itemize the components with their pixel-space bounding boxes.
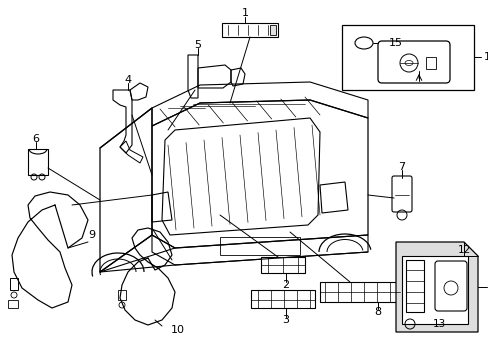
Bar <box>401 256 467 324</box>
Bar <box>28 149 48 175</box>
Bar <box>269 25 275 35</box>
Text: 10: 10 <box>171 325 184 335</box>
Text: 5: 5 <box>194 40 201 50</box>
Text: 3: 3 <box>282 315 289 325</box>
Text: 12: 12 <box>456 245 469 255</box>
Text: 6: 6 <box>32 134 40 144</box>
Polygon shape <box>395 242 477 332</box>
Bar <box>261 257 305 273</box>
Bar <box>118 290 126 300</box>
Text: 2: 2 <box>282 280 289 290</box>
FancyBboxPatch shape <box>377 41 449 83</box>
Text: 4: 4 <box>124 75 131 85</box>
Bar <box>425 57 435 69</box>
Text: 7: 7 <box>398 162 405 172</box>
Text: 13: 13 <box>432 319 446 329</box>
Text: 15: 15 <box>388 38 402 48</box>
Bar <box>405 260 423 312</box>
FancyBboxPatch shape <box>434 261 466 311</box>
Bar <box>222 23 278 37</box>
Bar <box>250 290 314 308</box>
Bar <box>8 300 18 308</box>
Bar <box>10 278 18 290</box>
Bar <box>319 282 399 302</box>
Text: 8: 8 <box>374 307 381 317</box>
Text: 9: 9 <box>88 230 95 240</box>
Bar <box>220 237 299 255</box>
Text: 1: 1 <box>241 8 248 18</box>
FancyBboxPatch shape <box>391 176 411 212</box>
Bar <box>341 25 473 90</box>
Text: 14: 14 <box>483 52 488 62</box>
